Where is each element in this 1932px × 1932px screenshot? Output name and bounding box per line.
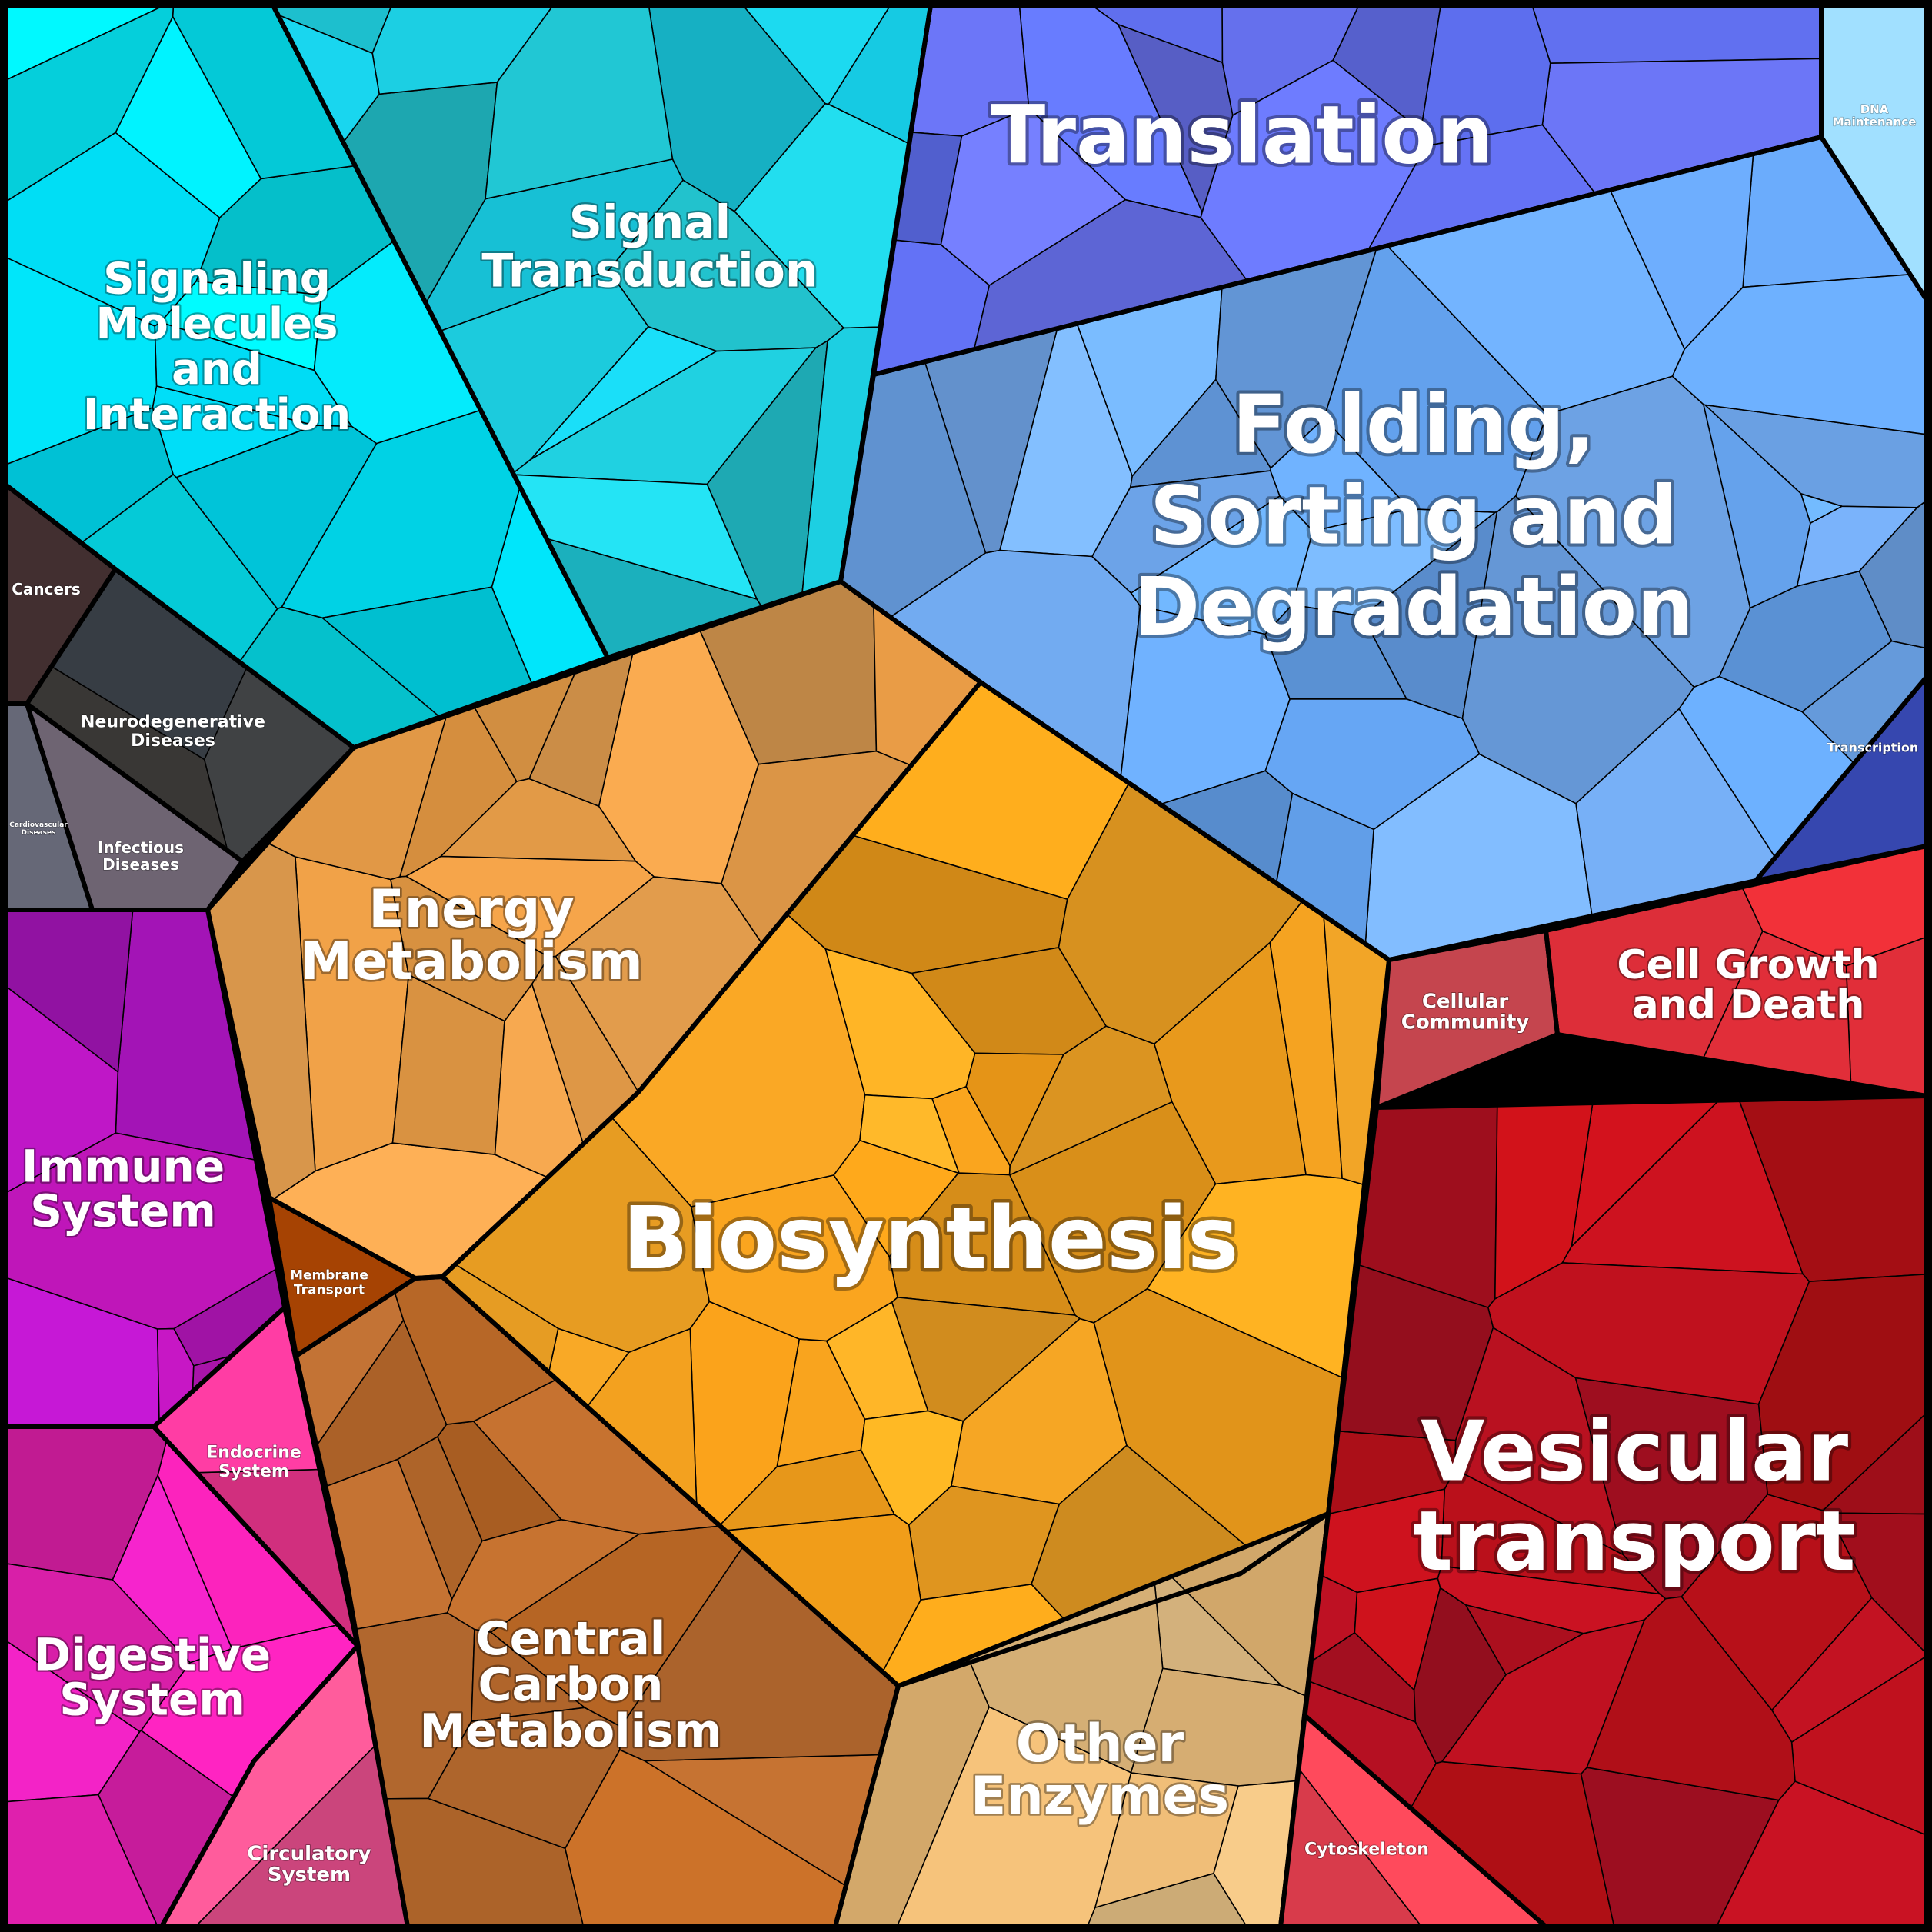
other-enzymes-label-line: Other <box>1016 1714 1184 1774</box>
signaling-molecules-subcell <box>175 425 378 610</box>
membrane-transport-region <box>267 1195 418 1358</box>
digestive-label-line: System <box>59 1673 245 1725</box>
signaling-molecules-label: Signaling Molecules and Interaction <box>83 254 351 439</box>
dna-maintenance-label-line: Maintenance <box>1833 115 1917 129</box>
signaling-molecules-label-line: Molecules <box>96 299 338 349</box>
circulatory-label: Circulatory System <box>247 1842 371 1886</box>
vesicular-subcell <box>1586 1596 1796 1801</box>
central-carbon-label-line: Metabolism <box>419 1704 721 1758</box>
energy-label-line: Metabolism <box>300 931 643 992</box>
biosynthesis-label: Biosynthesis <box>622 1189 1238 1289</box>
vesicular-label-line: Vesicular <box>1421 1404 1848 1501</box>
central-carbon-label: Central Carbon Metabolism <box>419 1612 721 1758</box>
immune-label-line: System <box>30 1184 216 1237</box>
other-enzymes-label: Other Enzymes <box>971 1714 1229 1827</box>
cellular-community-label-line: Cellular <box>1422 990 1509 1013</box>
membrane-transport-label: Membrane Transport <box>290 1268 368 1298</box>
signal-transduction-label: Signal Transduction <box>481 196 818 298</box>
cardiovascular-label-line: Diseases <box>22 829 56 837</box>
folding-label-line: Sorting and <box>1150 468 1677 562</box>
vesicular-label-line: transport <box>1413 1494 1855 1590</box>
transcription-label: Transcription <box>1827 741 1919 755</box>
central-carbon-subcell <box>427 1707 622 1850</box>
neurodegenerative-label-line: Diseases <box>131 731 215 751</box>
cardiovascular-label: Cardiovascular Diseases <box>9 821 68 837</box>
cellular-community-region <box>1374 928 1560 1110</box>
other-enzymes-subcell <box>1094 1772 1239 1908</box>
energy-label-line: Energy <box>368 879 575 940</box>
endocrine-label-line: System <box>218 1462 289 1481</box>
translation-label: Translation <box>991 88 1494 182</box>
central-carbon-label-line: Central <box>476 1612 666 1666</box>
folding-label-line: Degradation <box>1134 560 1694 654</box>
cellular-community-label: Cellular Community <box>1401 990 1529 1034</box>
cell-growth-label-line: and Death <box>1632 982 1865 1028</box>
digestive-label: Digestive System <box>34 1628 271 1725</box>
cell-growth-label: Cell Growth and Death <box>1617 942 1879 1028</box>
immune-subcell <box>5 1132 278 1330</box>
circulatory-label-line: System <box>268 1864 351 1887</box>
immune-label: Immune System <box>22 1140 225 1237</box>
vesicular-subcell <box>1454 1327 1624 1556</box>
cellular-community-label-line: Community <box>1401 1011 1529 1034</box>
dna-maintenance-label-line: DNA <box>1860 102 1889 116</box>
infectious-label: Infectious Diseases <box>98 838 184 874</box>
cancers-label: Cancers <box>12 580 81 598</box>
energy-label: Energy Metabolism <box>300 879 643 992</box>
infectious-label-line: Diseases <box>102 855 179 874</box>
endocrine-region <box>152 1305 360 1648</box>
cancers-label-line: Cancers <box>12 580 81 598</box>
biosynthesis-subcell <box>965 1052 1064 1167</box>
infectious-label-line: Infectious <box>98 838 184 857</box>
vesicular-subcell <box>1441 1468 1661 1595</box>
signal-transduction-label-line: Transduction <box>481 245 818 298</box>
vesicular-label: Vesicular transport <box>1413 1404 1855 1591</box>
biosynthesis-label-line: Biosynthesis <box>622 1189 1238 1289</box>
cytoskeleton-label-line: Cytoskeleton <box>1304 1840 1429 1860</box>
folding-subcell <box>1264 604 1407 700</box>
endocrine-label: Endocrine System <box>206 1444 301 1481</box>
membrane-transport-label-line: Membrane <box>290 1268 368 1284</box>
other-enzymes-label-line: Enzymes <box>971 1766 1229 1827</box>
cells-layer <box>5 5 1927 1927</box>
cell-growth-label-line: Cell Growth <box>1617 942 1879 988</box>
central-carbon-label-line: Carbon <box>478 1658 664 1712</box>
translation-subcell <box>1531 5 1822 64</box>
digestive-label-line: Digestive <box>34 1628 271 1681</box>
folding-label: Folding, Sorting and Degradation <box>1134 378 1694 654</box>
neurodegenerative-label: Neurodegenerative Diseases <box>81 713 265 751</box>
signaling-molecules-label-line: Signaling <box>103 254 331 304</box>
circulatory-label-line: Circulatory <box>247 1842 371 1865</box>
cytoskeleton-label: Cytoskeleton <box>1304 1840 1429 1860</box>
signal-transduction-label-line: Signal <box>569 196 731 250</box>
neurodegenerative-label-line: Neurodegenerative <box>81 713 265 732</box>
energy-subcell <box>598 628 760 884</box>
cardiovascular-label-line: Cardiovascular <box>9 821 68 829</box>
immune-label-line: Immune <box>22 1140 225 1192</box>
translation-subcell <box>940 107 1126 286</box>
signaling-molecules-label-line: Interaction <box>83 390 351 440</box>
membrane-transport-label-line: Transport <box>294 1282 365 1297</box>
biosynthesis-subcell <box>455 1116 711 1354</box>
folding-subcell <box>1091 470 1281 594</box>
folding-label-line: Folding, <box>1232 378 1595 471</box>
signaling-molecules-label-line: and <box>172 345 262 395</box>
biosynthesis-subcell <box>833 1140 959 1257</box>
endocrine-label-line: Endocrine <box>206 1444 301 1463</box>
transcription-label-line: Transcription <box>1827 741 1919 755</box>
translation-label-line: Translation <box>991 88 1494 182</box>
dna-maintenance-label: DNA Maintenance <box>1833 102 1917 129</box>
biosynthesis-subcell <box>1058 782 1304 1045</box>
